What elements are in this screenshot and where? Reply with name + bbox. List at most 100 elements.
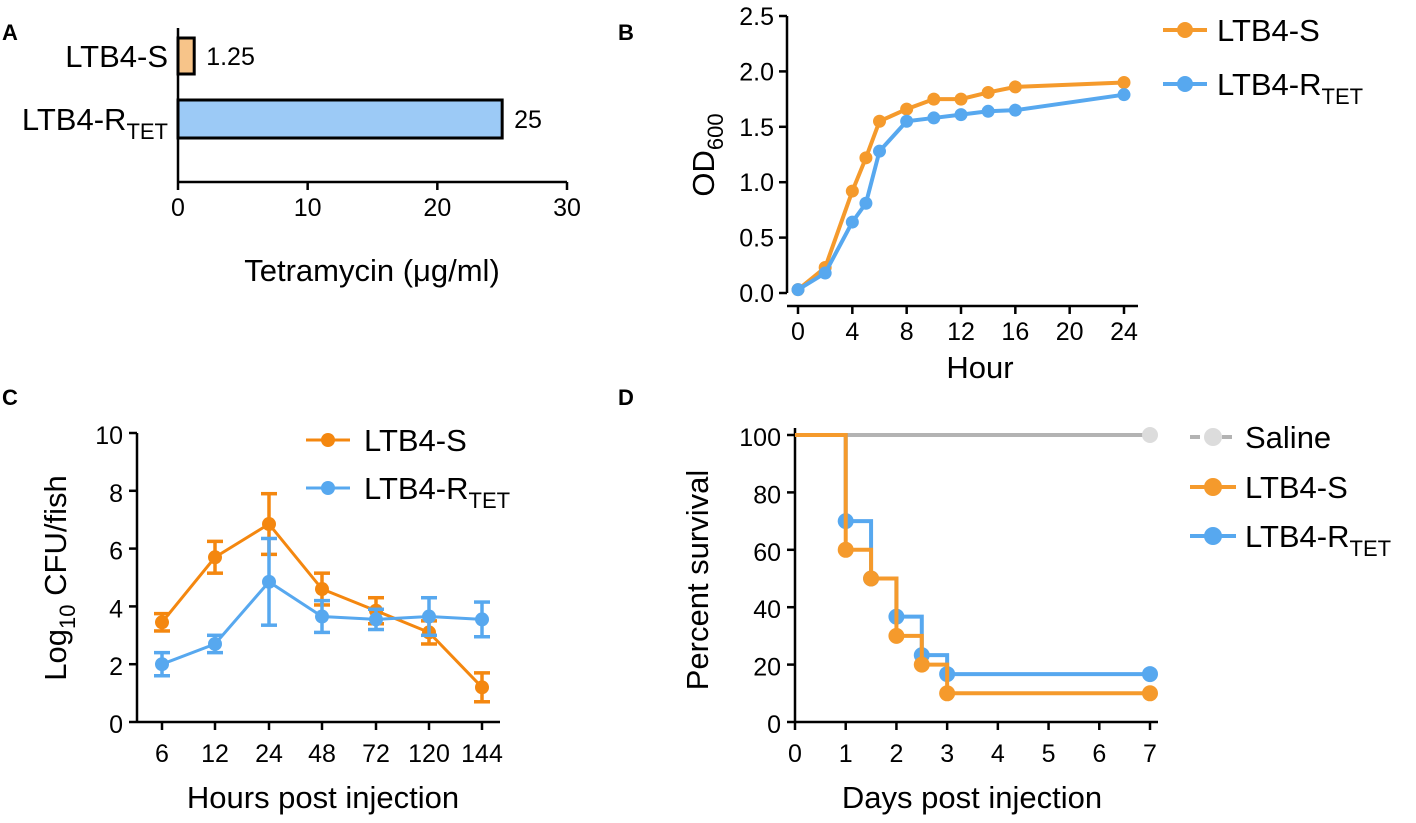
x-tick-label: 7 bbox=[1143, 740, 1157, 768]
x-tick-label: 0 bbox=[791, 318, 805, 346]
y-tick-label: 0.0 bbox=[739, 280, 774, 308]
data-point bbox=[155, 657, 169, 672]
data-point bbox=[208, 636, 222, 651]
legend-marker bbox=[1204, 527, 1222, 545]
data-point bbox=[845, 215, 859, 229]
y-tick-label: 0 bbox=[767, 711, 781, 739]
x-tick-label: 1 bbox=[839, 740, 853, 768]
x-axis-title: Days post injection bbox=[842, 780, 1102, 815]
data-point bbox=[981, 85, 995, 99]
panel-label-d: D bbox=[618, 385, 634, 410]
legend-label: Saline bbox=[1245, 420, 1331, 455]
data-point bbox=[927, 111, 941, 125]
y-tick-label: 0 bbox=[109, 711, 123, 739]
y-tick-label: 20 bbox=[753, 654, 781, 682]
y-tick-label: 10 bbox=[95, 422, 123, 450]
panel-a-bar-chart: 0 10 20 30 Tetramycin (μg/ml) 1.25 LTB4-S 25 LTB… bbox=[22, 28, 581, 288]
data-point bbox=[927, 92, 941, 106]
legend-label: LTB4-S bbox=[364, 423, 467, 458]
panel-label-b: B bbox=[618, 20, 634, 45]
y-tick-label: 8 bbox=[109, 480, 123, 508]
x-axis-title: Hour bbox=[946, 350, 1013, 385]
y-tick-label: 60 bbox=[753, 539, 781, 567]
data-point bbox=[422, 609, 436, 624]
x-tick-label: 12 bbox=[201, 740, 229, 768]
bar-value-label: 25 bbox=[514, 106, 542, 134]
data-point bbox=[981, 104, 995, 118]
y-tick-label: 2.5 bbox=[739, 3, 774, 31]
data-point bbox=[939, 685, 956, 702]
y-axis-title: Log10 CFU/fish bbox=[38, 475, 80, 680]
data-point bbox=[262, 574, 276, 589]
x-tick-label: 5 bbox=[1042, 740, 1056, 768]
panel-label-c: C bbox=[2, 385, 18, 410]
survival-step-line bbox=[795, 433, 1150, 696]
y-tick-label: 2 bbox=[109, 653, 123, 681]
legend-label: LTB4-S bbox=[1245, 470, 1348, 505]
data-point bbox=[954, 108, 968, 122]
data-point bbox=[837, 541, 854, 558]
x-tick-label: 30 bbox=[553, 194, 581, 222]
data-point bbox=[1142, 666, 1158, 683]
x-tick-label: 4 bbox=[845, 318, 859, 346]
x-tick-label: 0 bbox=[788, 740, 802, 768]
bar bbox=[176, 98, 504, 140]
data-point bbox=[1117, 88, 1131, 102]
x-tick-label: 20 bbox=[1056, 318, 1084, 346]
data-point bbox=[954, 92, 968, 106]
category-label: LTB4-RTET bbox=[22, 102, 168, 144]
data-point bbox=[315, 582, 329, 597]
category-label: LTB4-S bbox=[65, 39, 168, 74]
data-point bbox=[155, 615, 169, 630]
x-tick-label: 120 bbox=[408, 740, 450, 768]
legend-label: LTB4-RTET bbox=[1217, 67, 1363, 109]
x-axis-title: Hours post injection bbox=[187, 780, 459, 815]
y-tick-label: 1.0 bbox=[739, 169, 774, 197]
x-tick-label: 12 bbox=[947, 318, 975, 346]
x-tick-label: 6 bbox=[155, 740, 169, 768]
data-point bbox=[859, 151, 873, 165]
legend-marker bbox=[1204, 428, 1222, 446]
data-point bbox=[845, 184, 859, 198]
data-point bbox=[475, 680, 489, 695]
x-tick-label: 6 bbox=[1092, 740, 1106, 768]
legend-marker bbox=[321, 481, 335, 495]
panel-b-growth-curve: 0.0 0.5 1.0 1.5 2.0 2.5 0 4 8 12 16 20 24 Hour OD600 LT… bbox=[686, 3, 1363, 385]
data-point bbox=[873, 144, 886, 158]
data-point bbox=[900, 114, 914, 128]
data-point bbox=[873, 114, 886, 128]
x-tick-label: 4 bbox=[991, 740, 1005, 768]
y-tick-label: 40 bbox=[753, 596, 781, 624]
x-tick-label: 48 bbox=[308, 740, 336, 768]
data-point bbox=[1117, 75, 1131, 89]
data-point bbox=[315, 609, 329, 624]
data-point bbox=[208, 550, 222, 565]
data-point bbox=[900, 102, 914, 116]
legend-label: LTB4-S bbox=[1217, 13, 1320, 48]
bar-value-label: 1.25 bbox=[206, 43, 255, 71]
x-axis-title: Tetramycin (μg/ml) bbox=[244, 253, 500, 288]
y-tick-label: 100 bbox=[739, 424, 781, 452]
x-tick-label: 24 bbox=[1110, 318, 1138, 346]
panel-label-a: A bbox=[2, 20, 18, 45]
data-point bbox=[913, 656, 930, 673]
x-tick-label: 144 bbox=[461, 740, 503, 768]
legend-label: LTB4-RTET bbox=[1245, 519, 1391, 561]
x-tick-label: 3 bbox=[940, 740, 954, 768]
data-point bbox=[262, 517, 276, 532]
x-tick-label: 16 bbox=[1001, 318, 1029, 346]
bar bbox=[176, 36, 196, 76]
data-point bbox=[1008, 103, 1022, 117]
data-point bbox=[1008, 80, 1022, 94]
x-tick-label: 24 bbox=[255, 740, 283, 768]
data-point bbox=[475, 612, 489, 627]
y-tick-label: 4 bbox=[109, 595, 123, 623]
y-tick-label: 1.5 bbox=[739, 114, 774, 142]
data-point bbox=[859, 196, 873, 210]
legend-marker bbox=[1204, 478, 1222, 496]
x-tick-label: 20 bbox=[423, 194, 451, 222]
data-point bbox=[818, 266, 832, 280]
x-tick-label: 72 bbox=[362, 740, 390, 768]
